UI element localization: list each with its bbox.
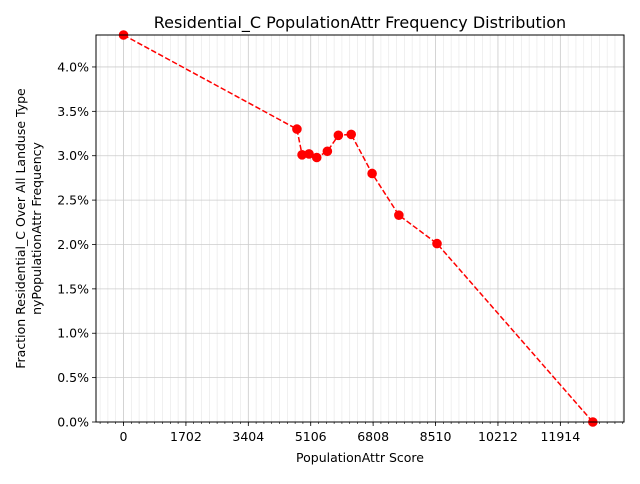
y-axis-label-line-1: Fraction Residential_C Over All Landuse … [13, 88, 28, 369]
y-tick-label: 2.5% [57, 193, 89, 208]
y-tick-label: 3.0% [57, 148, 89, 163]
data-point [333, 130, 344, 141]
chart-title: Residential_C PopulationAttr Frequency D… [154, 13, 566, 33]
x-tick-label: 6808 [357, 429, 389, 444]
x-tick-label: 3404 [232, 429, 264, 444]
y-tick-label: 0.5% [57, 370, 89, 385]
x-tick-label: 1702 [170, 429, 202, 444]
data-point [432, 238, 442, 249]
y-tick-label: 0.0% [57, 415, 89, 430]
x-tick-label: 10212 [478, 429, 518, 444]
x-tick-label: 0 [120, 429, 128, 444]
series-line [123, 34, 594, 423]
y-axis-label-line-2: nyPopulationAttr Frequency [29, 141, 44, 314]
x-tick-label: 8510 [420, 429, 452, 444]
x-tick-label: 11914 [540, 429, 580, 444]
series [118, 30, 598, 427]
data-point [304, 149, 314, 159]
y-tick-label: 3.5% [57, 104, 89, 119]
y-tick-label: 1.5% [57, 281, 89, 296]
x-axis-label: PopulationAttr Score [296, 450, 424, 465]
data-point [367, 168, 377, 179]
y-tick-label: 1.0% [57, 326, 89, 341]
grid [96, 35, 624, 423]
data-point [292, 124, 302, 134]
x-tick-label: 5106 [295, 429, 327, 444]
plot-frame [95, 34, 625, 423]
data-point [311, 152, 322, 163]
data-point [394, 210, 404, 220]
y-tick-label: 4.0% [57, 59, 89, 74]
axis-ticks: 0 1702 3404 5106 6808 8510 10212 11914 0.0% 0.5% 1… [57, 59, 624, 444]
y-tick-label: 2.0% [57, 237, 89, 252]
data-point [322, 146, 333, 157]
data-point [346, 129, 357, 140]
